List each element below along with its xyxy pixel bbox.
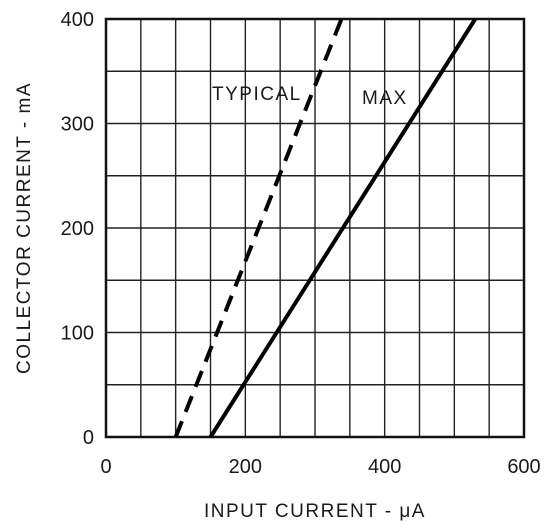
y-tick-label: 200 [61,218,94,240]
y-axis-label: COLLECTOR CURRENT - mA [14,82,35,374]
series-label-typical: TYPICAL [212,84,302,105]
plot-frame [104,17,526,439]
series-line-typical [173,18,344,438]
tick-labels: 0 200 400 600 0 100 200 300 400 [61,9,541,478]
y-tick-label: 300 [61,114,94,136]
x-tick-label: 200 [229,456,262,478]
x-tick-label: 400 [368,456,401,478]
grid [104,17,526,439]
series-lines [173,17,477,439]
x-tick-label: 600 [507,456,540,478]
y-tick-label: 0 [83,427,94,449]
y-tick-label: 100 [61,323,94,345]
y-tick-label: 400 [61,9,94,31]
series-line-max [208,17,477,439]
x-tick-label: 0 [100,456,111,478]
x-axis-label: INPUT CURRENT - μA [204,501,426,522]
series-label-max: MAX [362,88,408,109]
